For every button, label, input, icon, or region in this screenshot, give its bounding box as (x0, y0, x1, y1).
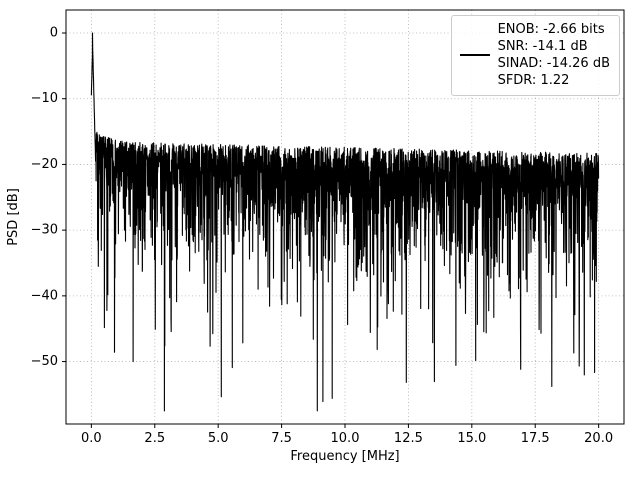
x-tick-label: 2.5 (144, 431, 165, 446)
psd-line (90, 32, 600, 412)
y-tick-label: −50 (31, 354, 58, 369)
y-tick-label: −20 (31, 157, 58, 172)
axes-spines (65, 9, 625, 425)
y-axis-label: PSD [dB] (6, 188, 21, 246)
x-tick-label: 10.0 (331, 431, 360, 446)
y-tick-label: −30 (31, 223, 58, 238)
psd-trace (90, 32, 600, 412)
x-tick-label: 15.0 (457, 431, 486, 446)
axis-ticks: 0.0 2.5 5.0 7.5 10.0 12.5 15.0 17.5 20.0 0 −10 −20 −… (31, 26, 614, 446)
x-tick-label: 12.5 (394, 431, 423, 446)
legend-entry-enob: ENOB: -2.66 bits (497, 22, 605, 37)
legend-entry-snr: SNR: -14.1 dB (497, 39, 588, 55)
y-tick-label: −40 (31, 288, 58, 303)
x-tick-label: 5.0 (208, 431, 229, 446)
x-tick-label: 20.0 (584, 431, 613, 446)
y-tick-label: 0 (50, 26, 58, 41)
x-tick-label: 7.5 (271, 431, 292, 446)
legend-entry-sinad: SINAD: -14.26 dB (497, 56, 610, 72)
x-tick-label: 0.0 (81, 431, 102, 446)
legend: ENOB: -2.66 bits SNR: -14.1 dB SINAD: -1… (450, 15, 620, 96)
legend-entry-sfdr: SFDR: 1.22 (497, 73, 570, 89)
x-tick-label: 17.5 (521, 431, 550, 446)
y-tick-label: −10 (31, 91, 58, 106)
legend-line-sample (459, 54, 490, 57)
x-axis-label: Frequency [MHz] (290, 449, 399, 464)
legend-entries: ENOB: -2.66 bits SNR: -14.1 dB SINAD: -1… (498, 21, 610, 90)
